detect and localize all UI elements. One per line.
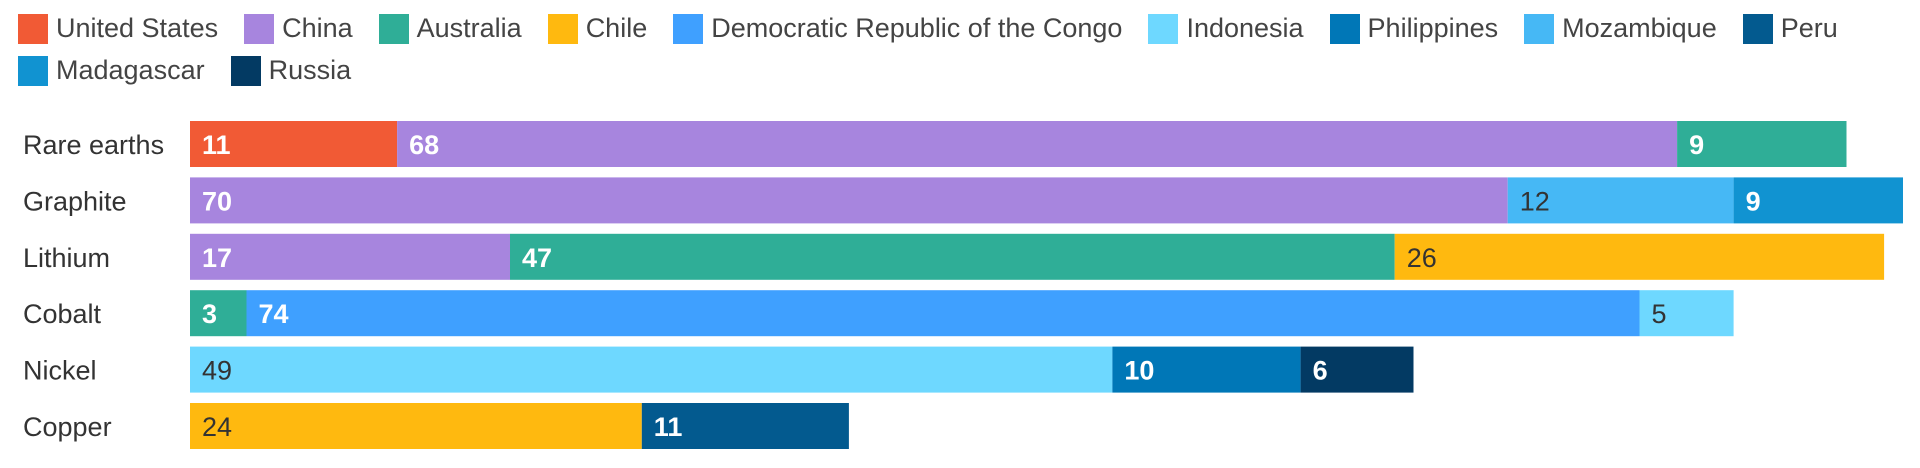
bar-segment-cobalt-indonesia[interactable]	[1639, 290, 1734, 337]
legend-swatch	[547, 13, 578, 44]
bar-segment-nickel-russia[interactable]	[1300, 346, 1414, 393]
legend-swatch	[230, 55, 261, 86]
data-label: 74	[259, 299, 289, 329]
legend-swatch	[378, 13, 409, 44]
bar-row-cobalt: Cobalt 3 74 5	[23, 290, 1734, 337]
data-label: 12	[1520, 186, 1550, 216]
legend-label: Madagascar	[56, 55, 205, 85]
legend-item-philippines[interactable]: Philippines	[1329, 12, 1499, 45]
bar-segment-rare-earths-china[interactable]	[397, 121, 1678, 167]
data-label: 68	[409, 130, 439, 160]
data-label: 26	[1407, 243, 1437, 273]
bar-segment-cobalt-australia[interactable]	[190, 290, 247, 337]
legend-item-indonesia[interactable]: Indonesia	[1148, 12, 1304, 45]
legend-label: Russia	[268, 55, 352, 85]
bar-row-copper: Copper 24 11	[23, 403, 849, 449]
bar-segment-lithium-australia[interactable]	[510, 233, 1395, 280]
legend-item-chile[interactable]: Chile	[547, 12, 648, 45]
legend-swatch	[1524, 13, 1555, 44]
legend-item-united-states[interactable]: United States	[18, 12, 218, 45]
legend-swatch	[673, 13, 704, 44]
legend-label: Democratic Republic of the Congo	[711, 13, 1123, 43]
category-label: Nickel	[23, 356, 97, 386]
legend-swatch	[18, 55, 48, 86]
data-label: 47	[522, 243, 552, 273]
bar-segment-nickel-indonesia[interactable]	[190, 346, 1113, 393]
data-label: 70	[202, 186, 232, 216]
data-label: 9	[1689, 130, 1704, 160]
legend-item-madagascar[interactable]: Madagascar	[18, 54, 205, 87]
legend-swatch	[18, 13, 48, 44]
bar-chart-svg: Rare earths 11 68 9 Graphite 70 12 9 Lithium 17 47…	[23, 121, 1903, 449]
bar-segment-lithium-china[interactable]	[190, 233, 510, 280]
bar-segment-graphite-china[interactable]	[190, 177, 1508, 224]
bar-segment-graphite-madagascar[interactable]	[1733, 177, 1903, 224]
legend-item-peru[interactable]: Peru	[1742, 12, 1838, 45]
legend-label: Australia	[416, 13, 522, 43]
bar-segment-rare-earths-united-states[interactable]	[190, 121, 398, 167]
legend-label: Indonesia	[1186, 13, 1304, 43]
legend-swatch	[1148, 13, 1179, 44]
bar-segment-rare-earths-australia[interactable]	[1677, 121, 1847, 167]
legend-item-democratic-republic-of-the-congo[interactable]: Democratic Republic of the Congo	[673, 12, 1122, 45]
bar-segment-copper-chile[interactable]	[190, 403, 642, 449]
category-label: Rare earths	[23, 130, 164, 160]
data-label: 24	[202, 412, 232, 442]
legend: United States China Australia Chile Democrat…	[18, 12, 1908, 87]
category-label: Cobalt	[23, 299, 102, 329]
bar-row-graphite: Graphite 70 12 9	[23, 177, 1903, 224]
legend-label: China	[282, 13, 353, 43]
legend-label: Mozambique	[1562, 13, 1717, 43]
legend-item-russia[interactable]: Russia	[230, 54, 352, 87]
legend-label: Chile	[585, 13, 648, 43]
data-label: 9	[1746, 186, 1761, 216]
bar-row-nickel: Nickel 49 10 6	[23, 346, 1414, 393]
legend-swatch	[244, 13, 275, 44]
bar-segment-lithium-chile[interactable]	[1394, 233, 1885, 280]
data-label: 49	[202, 356, 232, 386]
category-label: Copper	[23, 412, 112, 442]
category-label: Graphite	[23, 186, 127, 216]
data-label: 11	[654, 412, 683, 442]
data-label: 3	[202, 299, 217, 329]
bar-segment-cobalt-democratic-republic-of-the-congo[interactable]	[246, 290, 1640, 337]
data-label: 10	[1124, 356, 1154, 386]
data-label: 11	[202, 130, 231, 160]
bar-segment-copper-peru[interactable]	[641, 403, 849, 449]
bar-segment-graphite-mozambique[interactable]	[1507, 177, 1734, 224]
legend-label: United States	[56, 13, 219, 43]
bar-row-lithium: Lithium 17 47 26	[23, 233, 1885, 280]
legend-item-australia[interactable]: Australia	[378, 12, 522, 45]
bar-row-rare-earths: Rare earths 11 68 9	[23, 121, 1847, 167]
chart-area: Rare earths 11 68 9 Graphite 70 12 9 Lithium 17 47…	[0, 118, 1920, 458]
data-label: 6	[1313, 356, 1328, 386]
data-label: 17	[202, 243, 232, 273]
legend-swatch	[1329, 13, 1360, 44]
legend-label: Philippines	[1367, 13, 1499, 43]
legend-item-mozambique[interactable]: Mozambique	[1524, 12, 1717, 45]
category-label: Lithium	[23, 243, 110, 273]
bar-segment-nickel-philippines[interactable]	[1112, 346, 1301, 393]
legend-item-china[interactable]: China	[244, 12, 353, 45]
legend-swatch	[1742, 13, 1773, 44]
data-label: 5	[1652, 299, 1667, 329]
legend-label: Peru	[1780, 13, 1838, 43]
